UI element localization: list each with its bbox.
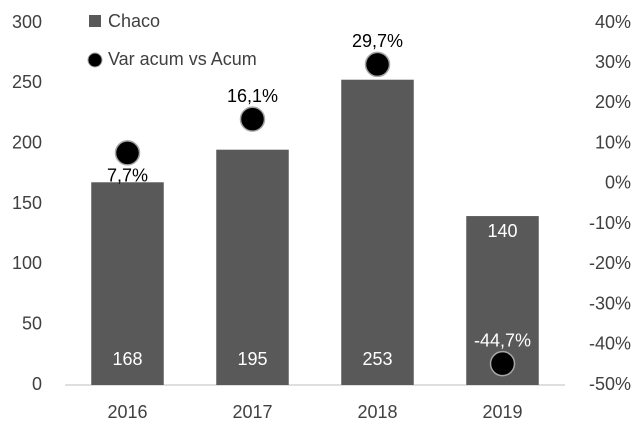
legend-marker	[87, 52, 103, 68]
point-value-label: 16,1%	[227, 86, 278, 106]
y-tick-label: 0	[32, 374, 42, 394]
y2-tick-label: 30%	[595, 52, 631, 72]
y-tick-label: 150	[12, 193, 42, 213]
x-tick-label: 2019	[482, 402, 522, 422]
point	[239, 106, 266, 132]
bar-value-label: 168	[112, 349, 142, 369]
y2-tick-label: -40%	[589, 334, 631, 354]
y-tick-label: 300	[12, 12, 42, 32]
point	[364, 51, 391, 78]
point	[489, 350, 516, 377]
bar	[91, 182, 164, 385]
y2-tick-label: -30%	[589, 293, 631, 313]
y-tick-label: 200	[12, 132, 42, 152]
bar	[216, 149, 289, 385]
y2-tick-label: 20%	[595, 92, 631, 112]
y-tick-label: 50	[22, 313, 42, 333]
y-tick-label: 250	[12, 72, 42, 92]
bar-value-label: 140	[487, 221, 517, 241]
x-tick-label: 2018	[357, 402, 397, 422]
point	[114, 140, 141, 166]
y2-tick-label: 0%	[605, 173, 631, 193]
legend-label: Var acum vs Acum	[108, 49, 257, 69]
y-tick-label: 100	[12, 253, 42, 273]
y2-tick-label: 10%	[595, 132, 631, 152]
y2-tick-label: 40%	[595, 12, 631, 32]
legend-label: Chaco	[108, 11, 160, 31]
x-tick-label: 2017	[232, 402, 272, 422]
x-tick-label: 2016	[107, 402, 147, 422]
y2-tick-label: -50%	[589, 374, 631, 394]
y2-tick-label: -20%	[589, 253, 631, 273]
point-value-label: -44,7%	[474, 330, 531, 350]
bar-value-label: 253	[362, 349, 392, 369]
point-value-label: 7,7%	[107, 166, 148, 186]
bar-value-label: 195	[237, 349, 267, 369]
point-value-label: 29,7%	[352, 31, 403, 51]
y2-tick-label: -10%	[589, 213, 631, 233]
legend-swatch	[89, 15, 101, 27]
bar	[341, 79, 414, 386]
